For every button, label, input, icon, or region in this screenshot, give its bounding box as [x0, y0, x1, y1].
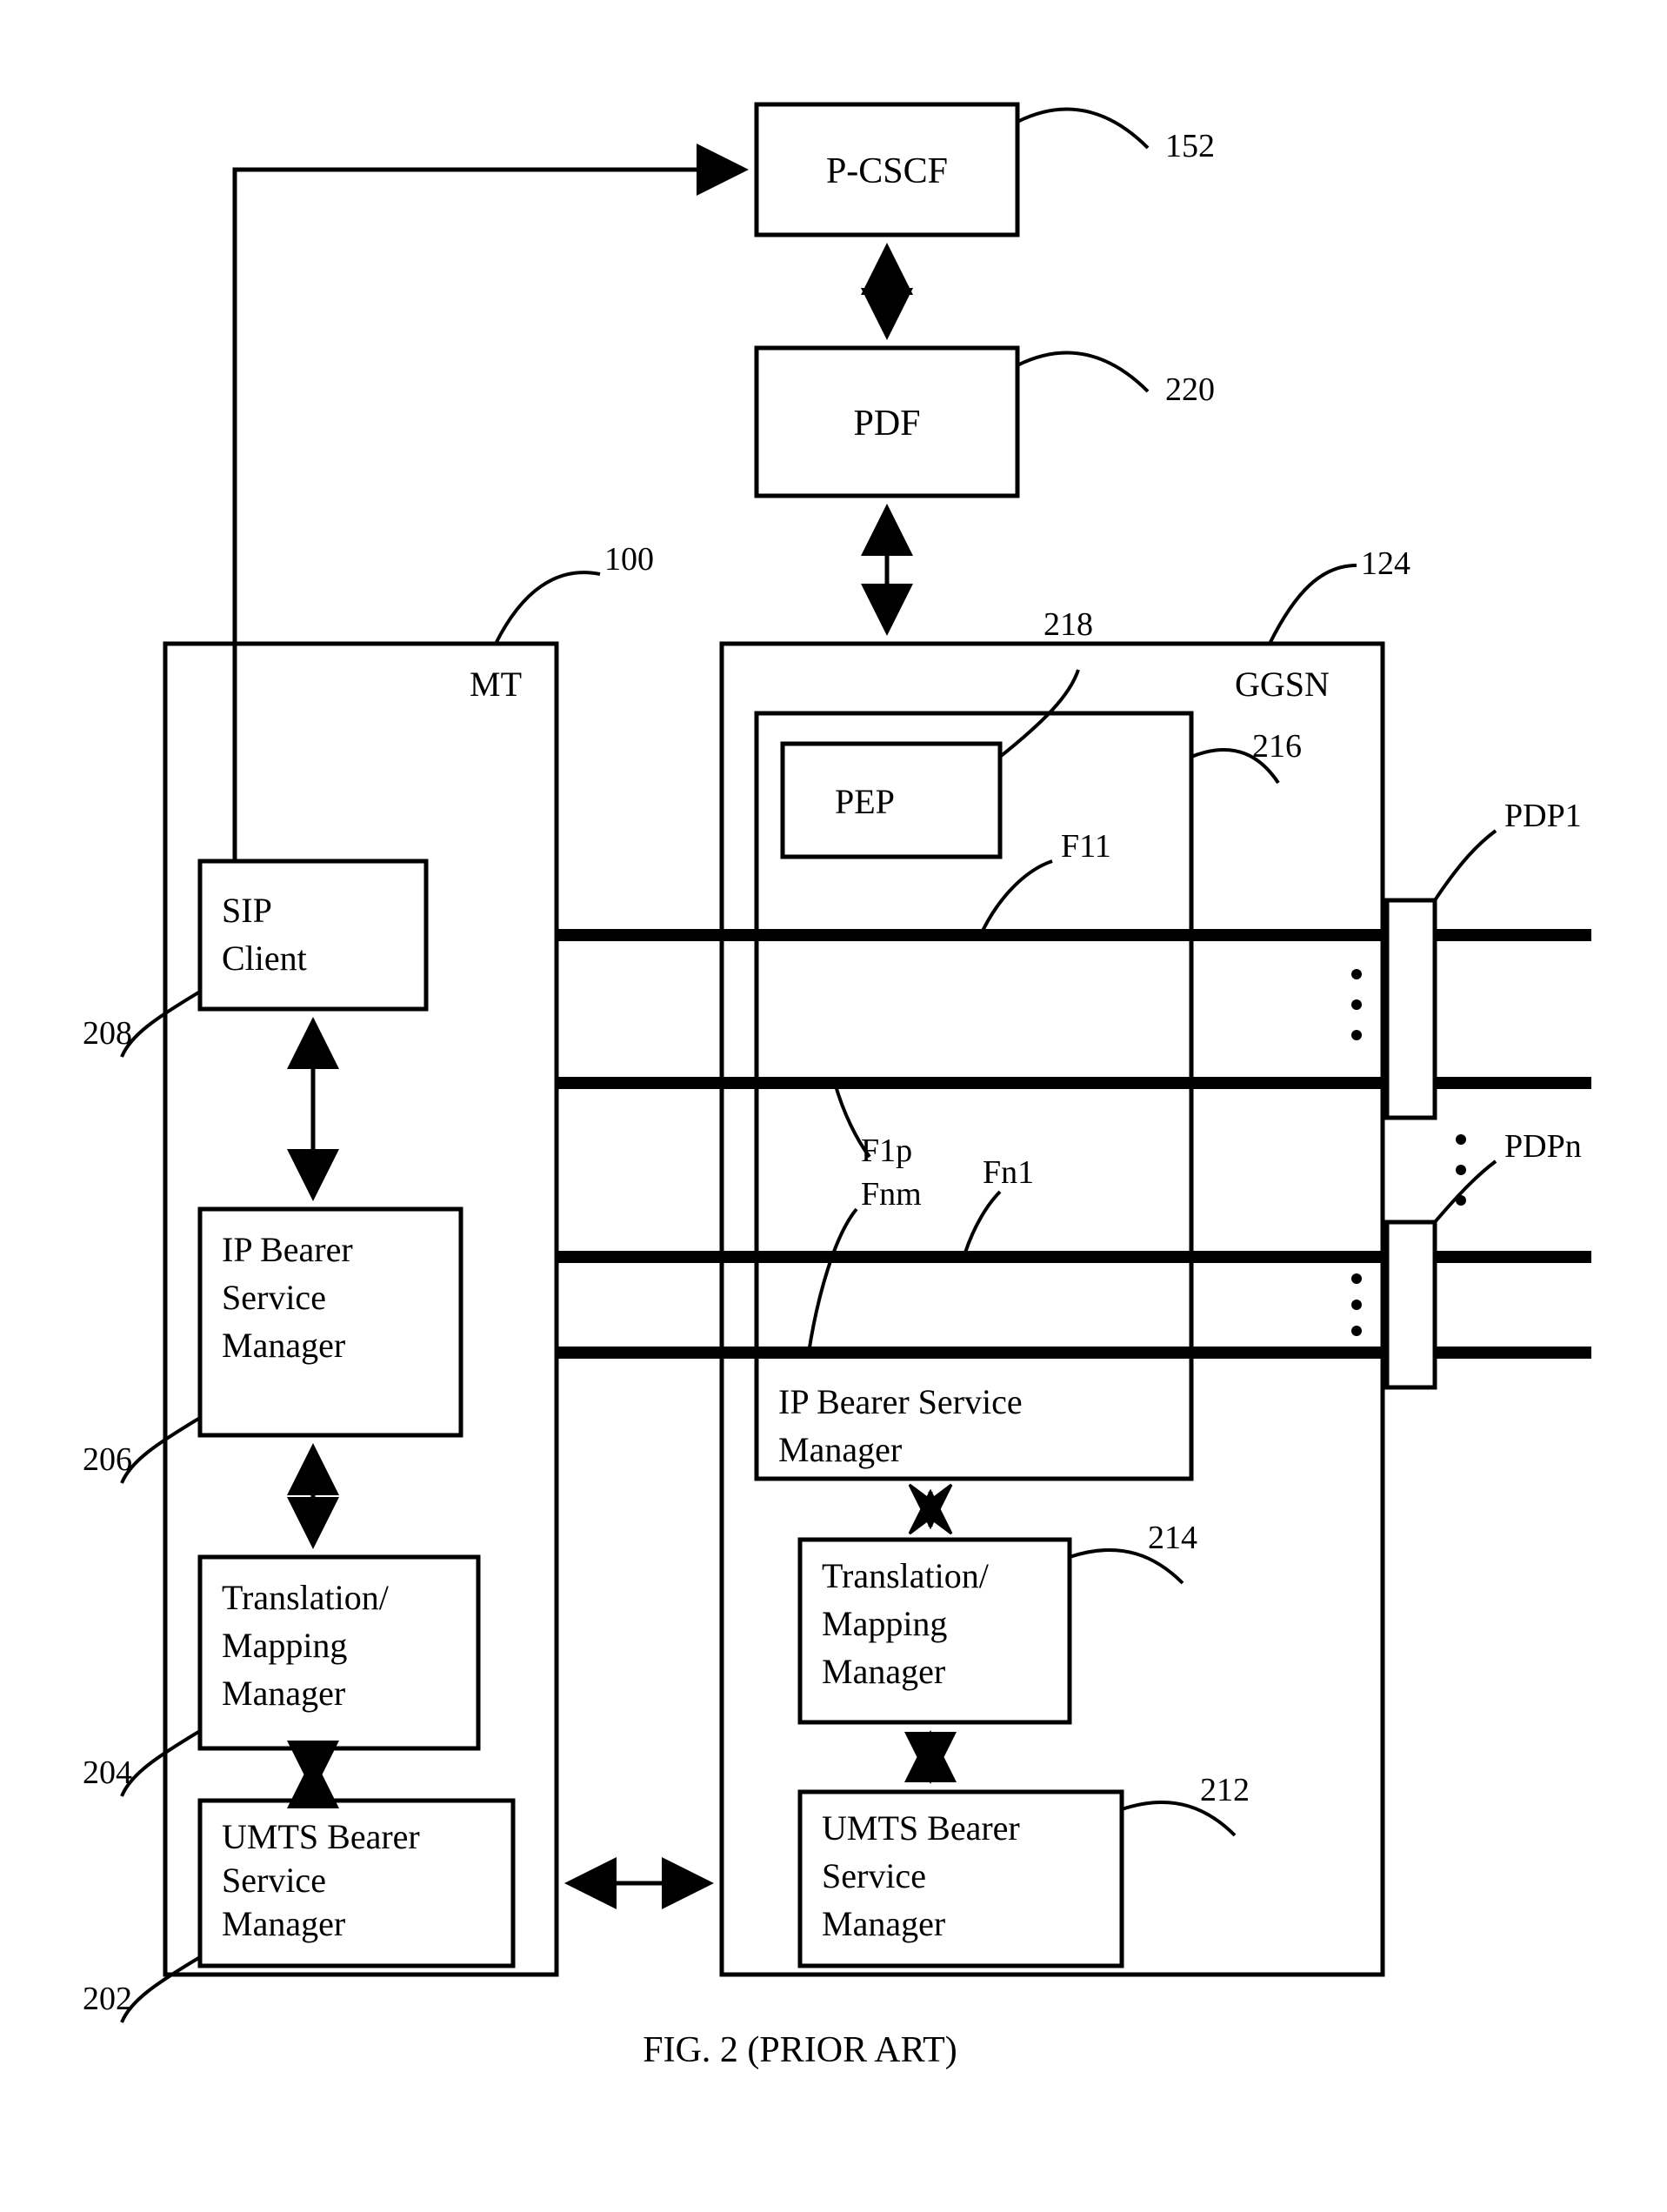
tm-mt-l3: Manager [222, 1674, 345, 1713]
pcscf-label: P-CSCF [826, 151, 948, 191]
ubsm-ggsn-l2: Service [822, 1856, 926, 1895]
pdp1-label: PDP1 [1504, 798, 1582, 834]
mt-ref: 100 [604, 541, 654, 578]
tm-ggsn-l1: Translation/ [822, 1556, 990, 1595]
ubsm-ggsn-ref: 212 [1200, 1772, 1250, 1808]
pdpn-box [1387, 1222, 1435, 1387]
pdpn-label: PDPn [1504, 1128, 1582, 1165]
pcscf-ref: 152 [1165, 128, 1215, 164]
ipbsm-mt-l2: Service [222, 1278, 326, 1317]
ubsm-ggsn-l1: UMTS Bearer [822, 1808, 1020, 1848]
ipbsm-mt-ref: 206 [83, 1441, 132, 1478]
ubsm-mt-l1: UMTS Bearer [222, 1817, 420, 1856]
pep-label: PEP [835, 782, 895, 821]
tm-ggsn-l2: Mapping [822, 1604, 947, 1643]
fn1-label: Fn1 [983, 1154, 1034, 1191]
ipbsm-ggsn-ref: 216 [1252, 728, 1302, 765]
ipbsm-mt-l1: IP Bearer [222, 1230, 353, 1269]
sip-box [200, 861, 426, 1009]
ubsm-ggsn-l3: Manager [822, 1904, 945, 1943]
pcscf-leader [1017, 110, 1148, 148]
tm-ggsn-l3: Manager [822, 1652, 945, 1691]
ipbsm-mt-l3: Manager [222, 1326, 345, 1365]
ggsn-leader [1270, 565, 1357, 644]
diagram: P-CSCF 152 PDF 220 MT 100 GGSN 124 SIP C… [0, 0, 1667, 2212]
tm-ggsn-ref: 214 [1148, 1520, 1197, 1556]
ubsm-mt-ref: 202 [83, 1981, 132, 2017]
tm-mt-ref: 204 [83, 1754, 132, 1791]
ggsn-ref: 124 [1361, 545, 1410, 582]
figure-caption: FIG. 2 (PRIOR ART) [643, 2030, 957, 2070]
sip-ref: 208 [83, 1015, 132, 1052]
pdp1-leader [1435, 831, 1496, 900]
sip-l1: SIP [222, 891, 272, 930]
pdf-ref: 220 [1165, 371, 1215, 408]
mt-label: MT [470, 665, 522, 704]
mt-leader [496, 572, 600, 644]
tm-mt-l2: Mapping [222, 1626, 347, 1665]
sip-l2: Client [222, 939, 307, 978]
ipbsm-ggsn-l1: IP Bearer Service [778, 1382, 1023, 1421]
pdp1-box [1387, 900, 1435, 1118]
ubsm-mt-l3: Manager [222, 1904, 345, 1943]
pdf-leader [1017, 353, 1148, 391]
f11-label: F11 [1061, 828, 1111, 865]
f1p-label: F1p [861, 1133, 912, 1169]
fnm-label: Fnm [861, 1176, 922, 1213]
pdf-label: PDF [853, 404, 920, 444]
ggsn-label: GGSN [1235, 665, 1330, 704]
ipbsm-ggsn-l2: Manager [778, 1430, 902, 1469]
pep-ref: 218 [1044, 606, 1093, 643]
ubsm-mt-l2: Service [222, 1861, 326, 1900]
tm-mt-l1: Translation/ [222, 1578, 390, 1617]
